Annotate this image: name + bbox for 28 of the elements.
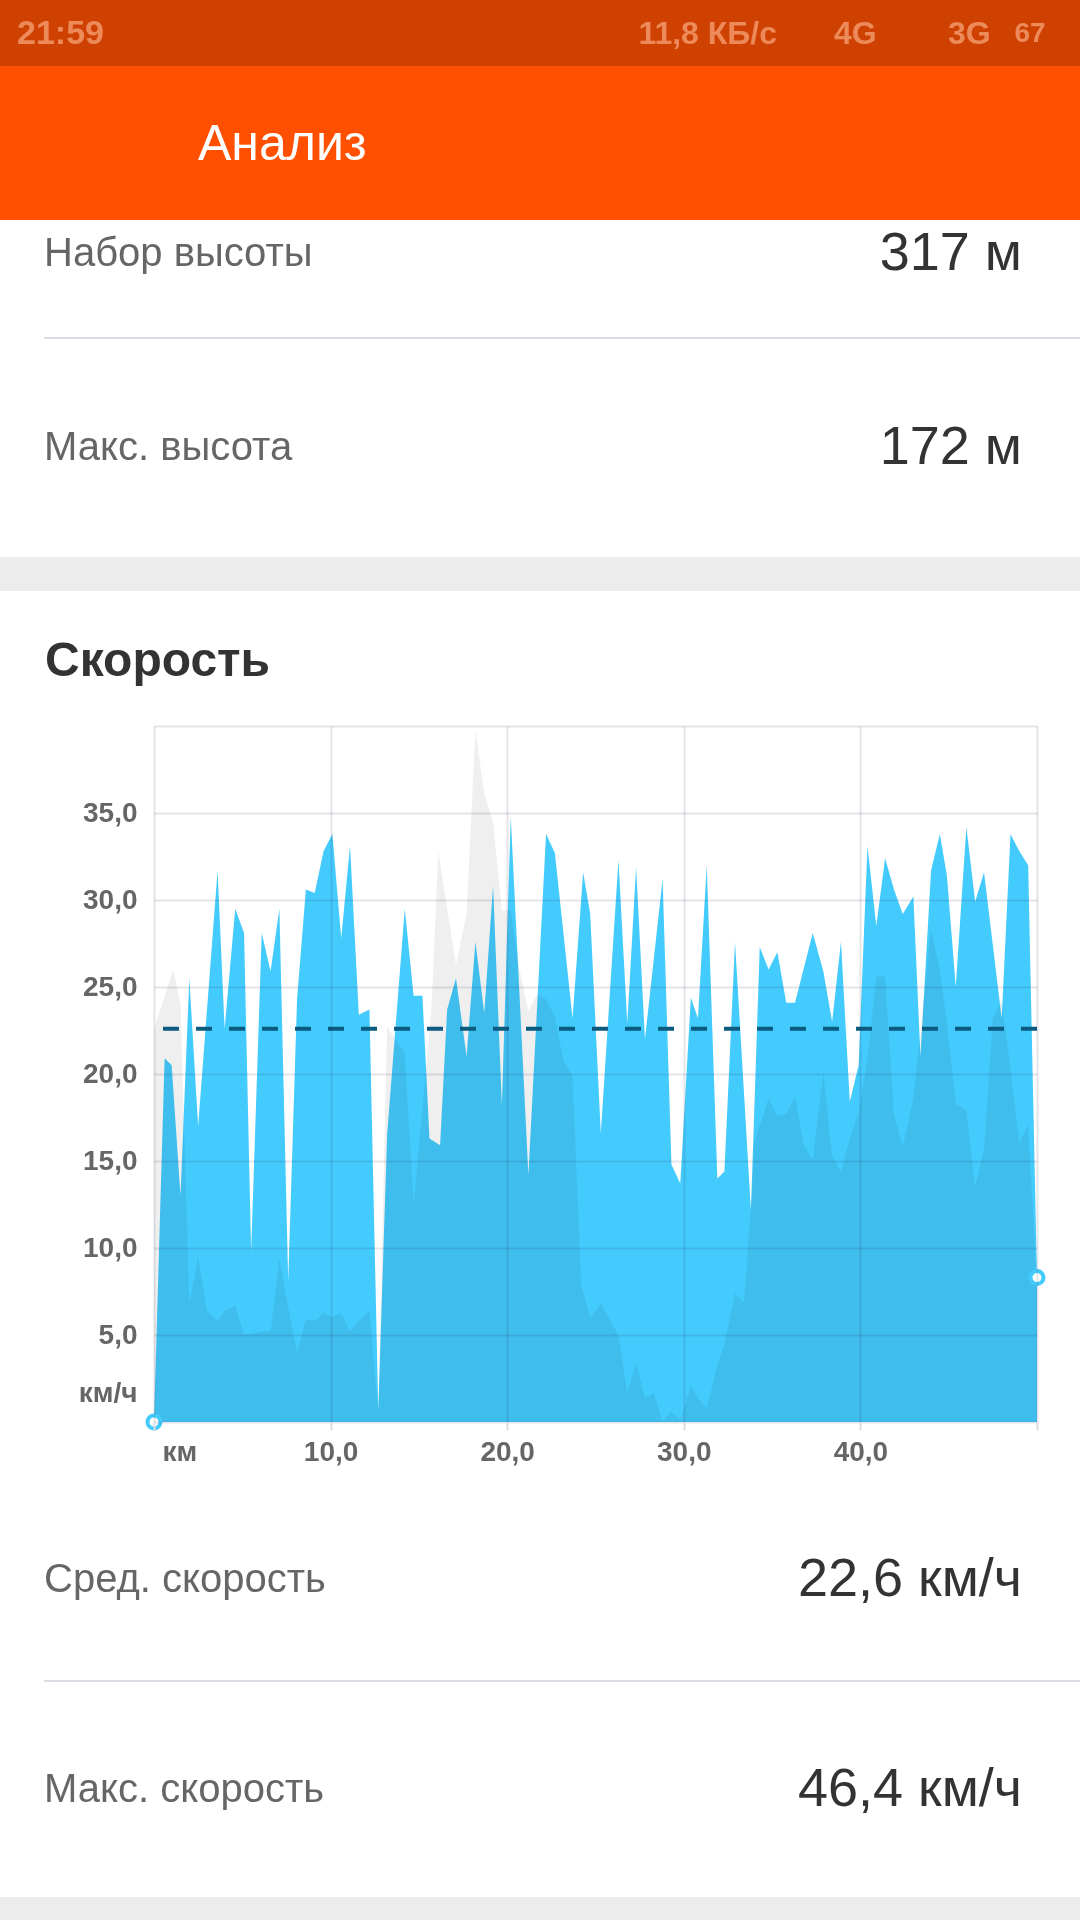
y-tick-label: 25,0	[83, 970, 138, 1002]
text: Набор высоты	[44, 230, 313, 274]
text: 3G	[948, 15, 991, 51]
x-tick-label: 10,0	[303, 1435, 359, 1467]
text: Анализ	[198, 115, 367, 171]
x-axis-title: км	[162, 1435, 198, 1467]
y-tick-label: 35,0	[83, 796, 138, 828]
y-axis-title: км/ч	[78, 1376, 138, 1408]
text: Сред. скорость	[44, 1556, 326, 1600]
text: Макс. высота	[44, 424, 293, 468]
x-tick-label: 20,0	[480, 1435, 535, 1467]
text: 11,8 КБ/с	[638, 15, 777, 51]
y-tick-label: 20,0	[83, 1057, 138, 1089]
y-tick-label: 5,0	[98, 1318, 138, 1350]
text: 4G	[834, 15, 877, 51]
text: 317 м	[879, 221, 1022, 281]
text: 21:59	[17, 13, 104, 51]
x-tick-label: 30,0	[657, 1435, 712, 1467]
text: Макс. скорость	[44, 1766, 325, 1810]
text: 67	[1014, 17, 1046, 48]
text: 22,6 км/ч	[798, 1547, 1022, 1607]
y-tick-label: 30,0	[83, 883, 138, 915]
chart-title: Скорость	[45, 633, 271, 686]
text: 172 м	[879, 415, 1022, 475]
text: 46,4 км/ч	[798, 1757, 1022, 1817]
x-tick-label: 40,0	[833, 1435, 889, 1467]
y-tick-label: 10,0	[83, 1231, 138, 1263]
y-tick-label: 15,0	[83, 1144, 138, 1176]
